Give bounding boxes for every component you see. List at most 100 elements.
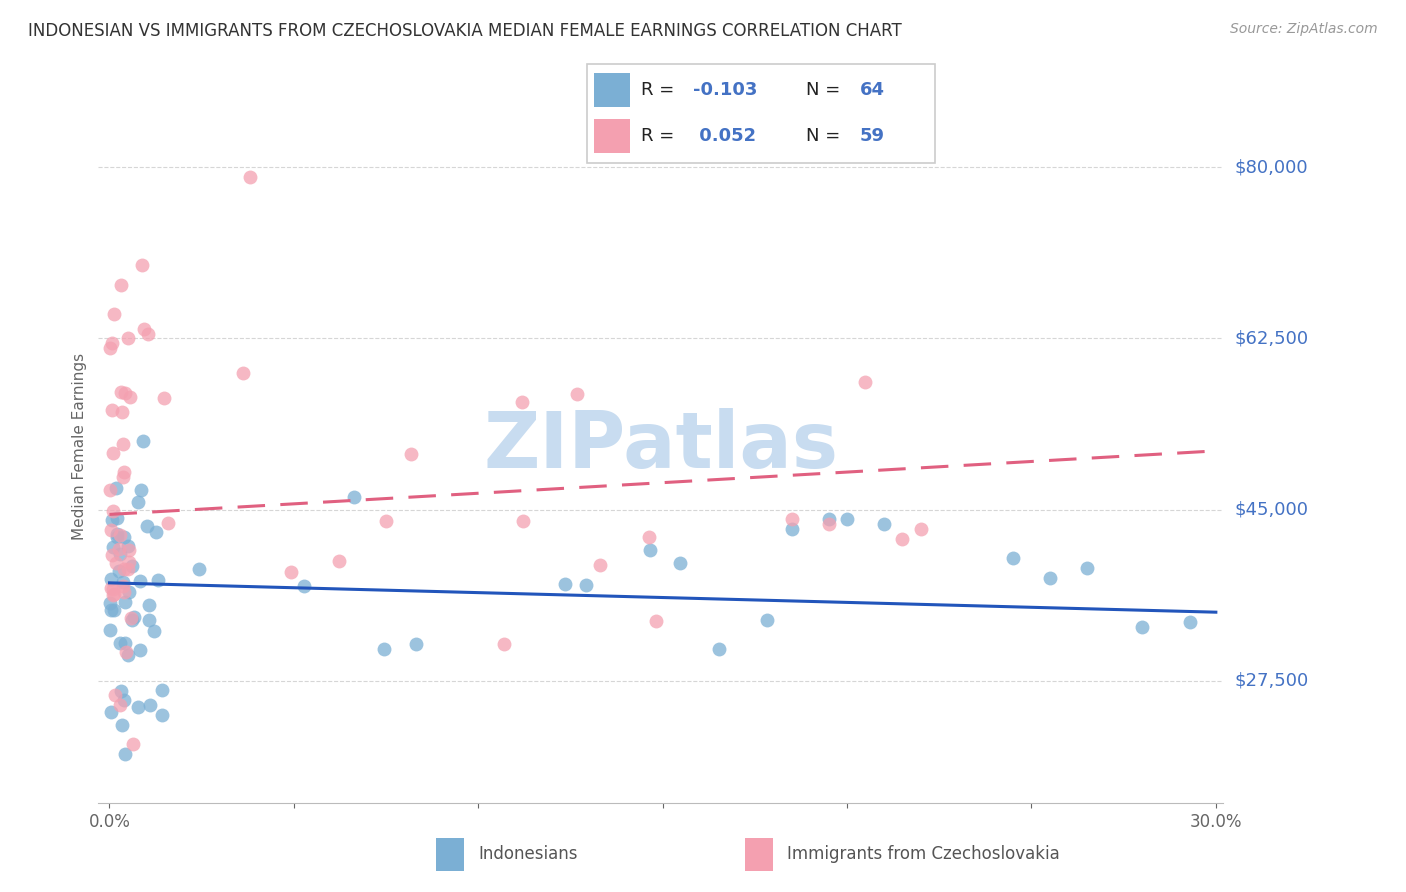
Point bbox=[1130, 620, 1153, 634]
Point bbox=[117, 562, 139, 576]
Point bbox=[135, 518, 157, 533]
FancyBboxPatch shape bbox=[588, 64, 935, 163]
Text: N =: N = bbox=[806, 128, 846, 145]
Point bbox=[117, 539, 139, 553]
Point bbox=[111, 575, 134, 590]
Point bbox=[103, 541, 125, 555]
Point bbox=[112, 465, 135, 479]
Point bbox=[150, 707, 173, 722]
Point bbox=[98, 483, 121, 497]
Point bbox=[132, 321, 155, 335]
Point bbox=[111, 717, 134, 731]
Point bbox=[100, 596, 122, 610]
Text: R =: R = bbox=[641, 81, 681, 99]
Point bbox=[114, 747, 136, 761]
Text: Source: ZipAtlas.com: Source: ZipAtlas.com bbox=[1230, 22, 1378, 37]
Point bbox=[136, 326, 159, 341]
Point bbox=[111, 579, 134, 593]
Point bbox=[668, 557, 690, 571]
Text: $80,000: $80,000 bbox=[1234, 159, 1308, 177]
Point bbox=[1178, 615, 1201, 629]
Point bbox=[343, 490, 366, 504]
Point bbox=[399, 446, 422, 460]
Point bbox=[122, 737, 145, 751]
Point bbox=[567, 387, 589, 401]
Point bbox=[112, 585, 135, 599]
Point bbox=[131, 258, 153, 272]
Point bbox=[103, 587, 125, 601]
Point bbox=[817, 517, 839, 532]
FancyBboxPatch shape bbox=[595, 119, 630, 153]
Point bbox=[492, 637, 515, 651]
Point bbox=[127, 700, 149, 714]
Text: $27,500: $27,500 bbox=[1234, 672, 1309, 690]
Point bbox=[117, 543, 139, 558]
FancyBboxPatch shape bbox=[595, 73, 630, 106]
Point bbox=[108, 636, 131, 650]
Point bbox=[108, 547, 131, 561]
Point bbox=[98, 341, 121, 355]
Point bbox=[373, 642, 395, 657]
Point bbox=[121, 613, 143, 627]
Text: Immigrants from Czechoslovakia: Immigrants from Czechoslovakia bbox=[787, 845, 1060, 863]
Point bbox=[157, 516, 180, 531]
Text: 0.052: 0.052 bbox=[693, 128, 756, 145]
Point bbox=[110, 277, 132, 292]
Point bbox=[108, 698, 131, 712]
Point bbox=[114, 636, 136, 650]
Text: $45,000: $45,000 bbox=[1234, 500, 1309, 518]
Point bbox=[510, 395, 533, 409]
Point bbox=[855, 376, 877, 390]
Point bbox=[153, 391, 176, 405]
Point bbox=[294, 579, 316, 593]
Point bbox=[117, 555, 139, 569]
Point bbox=[114, 595, 136, 609]
Point bbox=[103, 603, 125, 617]
Point bbox=[756, 613, 779, 627]
Point bbox=[101, 504, 124, 518]
Point bbox=[105, 511, 128, 525]
Point bbox=[145, 525, 167, 540]
Point bbox=[101, 336, 124, 351]
Point bbox=[138, 613, 160, 627]
Point bbox=[101, 588, 124, 602]
Point bbox=[232, 366, 254, 380]
Text: 59: 59 bbox=[859, 128, 884, 145]
Point bbox=[138, 698, 160, 712]
Point bbox=[118, 390, 141, 404]
Point bbox=[105, 481, 128, 495]
Point bbox=[108, 528, 131, 542]
Point bbox=[405, 637, 427, 651]
Point bbox=[100, 403, 122, 417]
Point bbox=[1001, 551, 1024, 566]
Text: ZIPatlas: ZIPatlas bbox=[484, 408, 838, 484]
Point bbox=[110, 684, 132, 698]
Point bbox=[103, 307, 125, 321]
Text: $62,500: $62,500 bbox=[1234, 329, 1309, 348]
Point bbox=[100, 623, 122, 637]
Point bbox=[638, 530, 661, 544]
Point bbox=[188, 562, 211, 576]
Text: Indonesians: Indonesians bbox=[478, 845, 578, 863]
Point bbox=[328, 554, 350, 568]
Point bbox=[150, 683, 173, 698]
Point bbox=[374, 514, 396, 528]
Point bbox=[107, 565, 129, 579]
Point bbox=[873, 517, 896, 532]
Point bbox=[101, 548, 124, 562]
Point bbox=[114, 645, 136, 659]
Point bbox=[118, 584, 141, 599]
Point bbox=[132, 434, 155, 449]
Point bbox=[138, 598, 160, 612]
Point bbox=[554, 577, 576, 591]
Text: -0.103: -0.103 bbox=[693, 81, 758, 99]
Point bbox=[146, 573, 169, 587]
Point bbox=[112, 469, 135, 483]
Point bbox=[105, 527, 128, 541]
Point bbox=[127, 495, 149, 509]
Point bbox=[100, 512, 122, 526]
Point bbox=[128, 574, 150, 589]
Point bbox=[891, 532, 914, 546]
Point bbox=[112, 437, 135, 451]
Point bbox=[117, 331, 139, 345]
